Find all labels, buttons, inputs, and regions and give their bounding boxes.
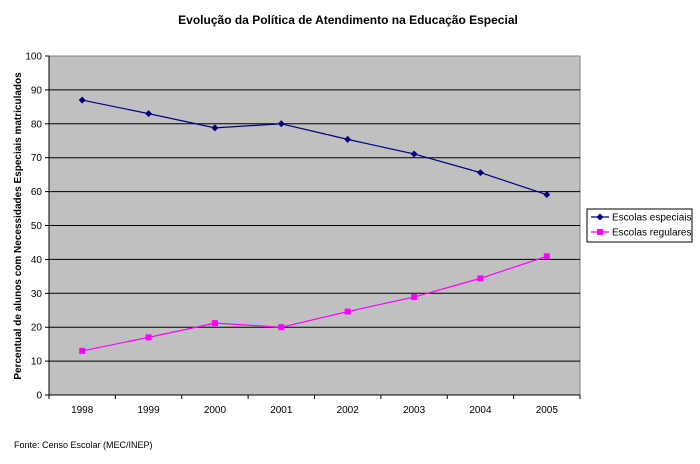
y-tick-label: 0 (36, 391, 42, 402)
series-layer (78, 96, 551, 354)
series-line (82, 255, 548, 352)
legend-marker (596, 213, 604, 221)
data-point (79, 347, 86, 354)
series-line (82, 99, 548, 196)
y-tick-label: 10 (31, 357, 43, 368)
data-point (277, 120, 285, 128)
legend-item: Escolas regulares (591, 228, 691, 239)
data-point (145, 334, 152, 341)
x-tick-label: 2005 (536, 405, 559, 416)
y-tick-label: 40 (31, 255, 43, 266)
series-escolas-regulares (79, 253, 550, 354)
legend-label: Escolas regulares (612, 228, 691, 239)
data-point (145, 110, 153, 118)
series-escolas-especiais (78, 96, 551, 199)
y-tick-label: 30 (31, 289, 43, 300)
data-point (278, 324, 285, 331)
data-point (476, 169, 484, 177)
data-point (344, 308, 351, 315)
y-tick-label: 100 (25, 52, 42, 63)
x-tick-label: 2004 (469, 405, 492, 416)
legend: Escolas especiais Escolas regulares (586, 208, 693, 243)
x-tick-label: 2002 (337, 405, 360, 416)
data-point (78, 96, 86, 104)
x-tick-label: 2000 (204, 405, 227, 416)
y-axis-label: Percentual de alunos com Necessidades Es… (13, 72, 24, 380)
y-tick-label: 80 (31, 119, 43, 130)
x-axis: 1998 1999 2000 2001 2002 2003 2004 2005 (48, 394, 581, 416)
data-point (543, 191, 551, 199)
y-tick-label: 90 (31, 85, 43, 96)
x-tick-label: 1998 (71, 405, 94, 416)
data-point (211, 320, 218, 327)
data-point (211, 124, 219, 132)
x-tick-label: 1999 (137, 405, 160, 416)
x-tick-label: 2003 (403, 405, 426, 416)
source-note: Fonte: Censo Escolar (MEC/INEP) (14, 440, 153, 450)
data-point (410, 150, 418, 158)
data-point (411, 294, 418, 301)
chart-title: Evolução da Política de Atendimento na E… (178, 13, 518, 27)
y-tick-label: 70 (31, 153, 43, 164)
y-tick-label: 50 (31, 221, 43, 232)
legend-label: Escolas especiais (612, 213, 691, 224)
data-point (344, 135, 352, 143)
y-tick-label: 60 (31, 187, 43, 198)
legend-box (586, 208, 693, 243)
y-axis: 0 10 20 30 40 50 60 70 80 90 100 (25, 52, 50, 402)
data-point (477, 275, 484, 282)
x-tick-label: 2001 (270, 405, 293, 416)
legend-marker (597, 229, 603, 235)
data-point (543, 253, 550, 260)
y-tick-label: 20 (31, 323, 43, 334)
legend-item: Escolas especiais (591, 213, 691, 224)
gridlines (49, 89, 580, 362)
